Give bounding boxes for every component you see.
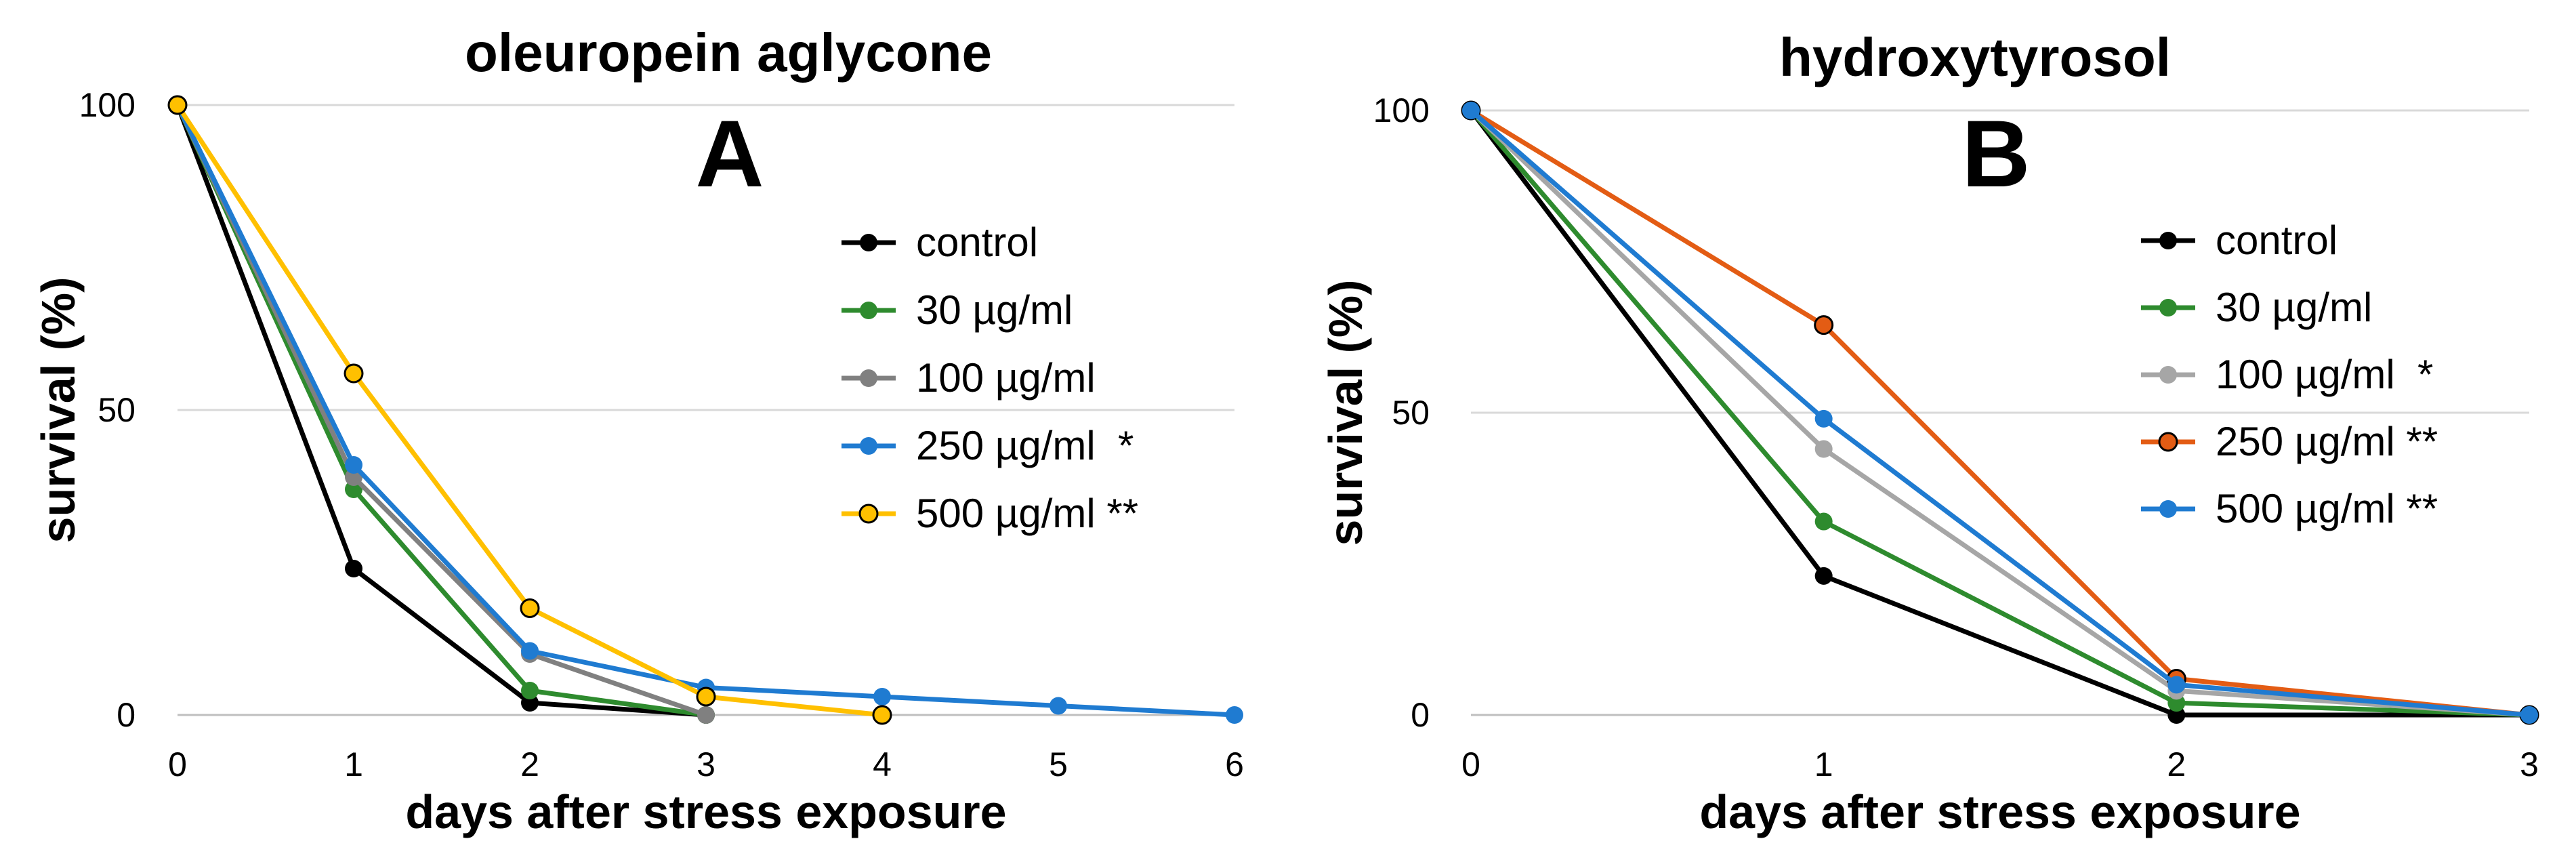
legend-marker bbox=[2158, 432, 2178, 452]
legend-marker bbox=[2159, 232, 2177, 249]
series-line bbox=[1469, 108, 2529, 718]
data-point bbox=[344, 363, 364, 384]
data-point bbox=[1814, 440, 1833, 458]
data-point bbox=[1050, 697, 1067, 715]
legend-marker bbox=[858, 504, 879, 524]
series-line bbox=[1469, 108, 2530, 718]
x-tick-label: 2 bbox=[520, 745, 539, 783]
data-point bbox=[345, 456, 362, 474]
x-tick-label: 5 bbox=[1049, 745, 1068, 783]
y-axis-label: survival (%) bbox=[1319, 280, 1372, 546]
y-tick-label: 0 bbox=[117, 696, 136, 734]
legend-label: 500 µg/ml ** bbox=[2216, 486, 2438, 531]
data-point bbox=[2167, 676, 2186, 694]
data-point bbox=[167, 95, 188, 115]
legend-marker bbox=[2159, 500, 2177, 518]
data-point bbox=[2167, 694, 2186, 712]
data-point bbox=[1814, 315, 1834, 335]
data-point bbox=[2520, 706, 2538, 724]
data-point bbox=[2167, 706, 2186, 724]
y-tick-label: 100 bbox=[1373, 91, 1430, 129]
x-tick-label: 2 bbox=[2167, 745, 2186, 783]
legend-marker bbox=[2159, 299, 2177, 316]
legend-marker bbox=[860, 234, 877, 251]
x-tick-label: 1 bbox=[1814, 745, 1833, 783]
legend-label: control bbox=[916, 220, 1038, 265]
y-tick-label: 0 bbox=[1411, 696, 1430, 734]
data-point bbox=[696, 687, 716, 707]
x-tick-label: 4 bbox=[873, 745, 892, 783]
legend-marker bbox=[860, 302, 877, 319]
x-tick-label: 6 bbox=[1225, 745, 1244, 783]
x-tick-label: 3 bbox=[697, 745, 715, 783]
data-point bbox=[1226, 706, 1243, 724]
series-line bbox=[175, 104, 707, 718]
y-tick-label: 50 bbox=[98, 391, 136, 429]
x-axis-label: days after stress exposure bbox=[405, 785, 1006, 838]
data-point bbox=[697, 706, 715, 724]
legend-marker bbox=[860, 437, 877, 455]
series-line bbox=[1470, 108, 2530, 718]
data-point bbox=[1814, 512, 1833, 531]
legend-label: 100 µg/ml * bbox=[2216, 352, 2433, 397]
legend-marker bbox=[860, 369, 877, 387]
y-tick-label: 100 bbox=[79, 86, 136, 124]
legend-label: 250 µg/ml * bbox=[916, 423, 1134, 468]
data-point bbox=[1814, 567, 1833, 585]
series-line bbox=[175, 104, 707, 718]
chart-title: hydroxytyrosol bbox=[1779, 27, 2171, 87]
legend-label: 250 µg/ml ** bbox=[2216, 419, 2438, 464]
x-tick-label: 0 bbox=[168, 745, 187, 783]
data-point bbox=[1462, 102, 1480, 119]
series-line bbox=[1469, 108, 2530, 718]
panel-letter: B bbox=[1961, 100, 2030, 207]
panel-letter: A bbox=[695, 100, 764, 207]
y-axis-label: survival (%) bbox=[32, 277, 85, 544]
series-line bbox=[175, 104, 707, 718]
legend-label: control bbox=[2216, 218, 2338, 263]
legend-label: 500 µg/ml ** bbox=[916, 491, 1138, 536]
data-point bbox=[520, 598, 540, 618]
legend-label: 100 µg/ml bbox=[916, 355, 1096, 401]
legend-marker bbox=[2159, 366, 2177, 384]
data-point bbox=[521, 694, 539, 712]
x-tick-label: 0 bbox=[1461, 745, 1480, 783]
y-tick-label: 50 bbox=[1392, 394, 1430, 432]
data-point bbox=[1814, 409, 1833, 428]
data-point bbox=[521, 642, 539, 660]
x-tick-label: 3 bbox=[2520, 745, 2539, 783]
legend-label: 30 µg/ml bbox=[916, 287, 1073, 333]
legend-label: 30 µg/ml bbox=[2216, 285, 2372, 330]
chart-title: oleuropein aglycone bbox=[465, 22, 992, 83]
data-point bbox=[521, 682, 539, 699]
data-point bbox=[873, 688, 891, 705]
x-axis-label: days after stress exposure bbox=[1699, 785, 2300, 838]
data-point bbox=[345, 560, 362, 577]
data-point bbox=[872, 705, 892, 725]
x-tick-label: 1 bbox=[344, 745, 363, 783]
series-line bbox=[1469, 108, 2530, 718]
data-point bbox=[345, 480, 362, 498]
